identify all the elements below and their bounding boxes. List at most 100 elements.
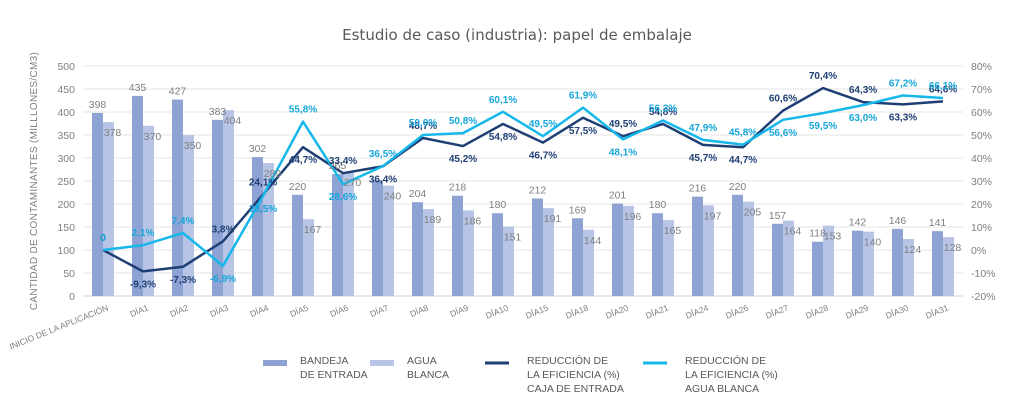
line-value-label: 23,5% — [249, 204, 277, 215]
bar-bandeja — [252, 157, 263, 296]
legend-swatch — [370, 360, 394, 366]
line-value-label: 33,4% — [329, 156, 357, 167]
line-value-label: 47,9% — [689, 123, 717, 134]
line-value-label: 7,4% — [172, 216, 195, 227]
bar-agua — [463, 210, 474, 296]
bar-agua — [703, 205, 714, 296]
category-label: DÍA15 — [524, 302, 550, 320]
legend-label: AGUA — [407, 355, 437, 367]
y-right-tick-label: 10% — [971, 222, 992, 234]
line-value-label: 55,8% — [289, 105, 317, 116]
bar-agua — [743, 201, 754, 296]
bar-value-label: 144 — [584, 235, 602, 247]
bar-bandeja — [612, 203, 623, 296]
line-value-label: 45,7% — [689, 153, 717, 164]
y-right-tick-label: 40% — [971, 153, 992, 165]
bar-bandeja — [372, 180, 383, 296]
bar-agua — [503, 226, 514, 296]
line-agua-blanca — [102, 94, 944, 268]
lines — [102, 86, 944, 273]
bar-value-label: 165 — [664, 225, 682, 237]
y-tick-label: 250 — [57, 176, 75, 188]
bar-value-label: 427 — [169, 86, 187, 98]
y-right-tick-label: 0% — [971, 245, 986, 257]
bar-agua — [823, 225, 834, 296]
line-value-label: 49,5% — [529, 119, 557, 130]
bar-agua — [943, 237, 954, 296]
line-value-label: 3,8% — [212, 224, 235, 235]
bar-bandeja — [932, 231, 943, 296]
bar-bandeja — [652, 213, 663, 296]
bar-bandeja — [852, 230, 863, 296]
bar-value-label: 265 — [329, 160, 347, 172]
line-value-label: 45,8% — [729, 128, 757, 139]
category-label: DÍA29 — [844, 302, 870, 320]
line-value-label: 44,7% — [289, 155, 317, 166]
bar-value-label: 204 — [409, 188, 427, 200]
line-value-label: -6,9% — [210, 274, 236, 285]
line-value-label: 57,5% — [569, 126, 597, 137]
y-right-tick-label: -20% — [971, 291, 996, 303]
bar-value-label: 186 — [464, 215, 482, 227]
legend-label: REDUCCIÓN DE — [685, 354, 766, 367]
bar-value-label: 220 — [729, 181, 747, 193]
line-value-label: 67,2% — [889, 78, 917, 89]
bar-value-label: 383 — [209, 106, 227, 118]
bar-bandeja — [572, 218, 583, 296]
line-value-label: 64,3% — [849, 85, 877, 96]
y-right-tick-label: 50% — [971, 130, 992, 142]
bar-value-label: 270 — [344, 177, 362, 189]
bar-value-label: 189 — [424, 214, 442, 226]
category-label: DÍA20 — [604, 302, 630, 320]
line-value-label: 44,7% — [729, 155, 757, 166]
category-label: DÍA18 — [564, 302, 590, 320]
bar-value-label: 142 — [849, 217, 867, 229]
category-label: DÍA4 — [248, 302, 270, 318]
line-value-label: 24,1% — [249, 178, 277, 189]
category-label: DÍA1 — [128, 302, 150, 318]
legend-item: AGUA BLANCA — [370, 355, 449, 381]
bar-agua — [303, 219, 314, 296]
bar-agua — [343, 171, 354, 296]
y-tick-label: 50 — [63, 268, 75, 280]
bar-value-label: 201 — [609, 190, 627, 202]
bar-bandeja — [532, 198, 543, 296]
legend-swatch — [263, 360, 287, 366]
bar-bandeja — [332, 174, 343, 296]
category-label: DÍA27 — [764, 302, 790, 320]
line-value-label: 56,3% — [649, 104, 677, 115]
line-value-label: 0 — [100, 233, 106, 244]
bar-agua — [583, 229, 594, 296]
line-value-label: 70,4% — [809, 71, 837, 82]
line-value-label: 48,1% — [609, 147, 637, 158]
line-value-label: 50,0% — [409, 118, 437, 129]
bar-value-label: 378 — [104, 127, 122, 139]
category-label: DÍA10 — [484, 302, 510, 320]
bar-value-label: 180 — [489, 199, 507, 211]
legend-label: BLANCA — [407, 369, 449, 381]
bar-value-label: 218 — [449, 182, 467, 194]
category-label: DÍA5 — [288, 302, 310, 318]
legend-label: BANDEJA — [300, 355, 348, 367]
legend: BANDEJA DE ENTRADA AGUA BLANCA REDUCCIÓN DE L… — [263, 354, 778, 395]
category-label: DÍA24 — [684, 302, 710, 320]
category-label: DÍA3 — [208, 302, 230, 318]
bars — [92, 95, 954, 297]
bar-value-label: 141 — [929, 217, 947, 229]
y-right-tick-label: 20% — [971, 199, 992, 211]
y-tick-label: 200 — [57, 199, 75, 211]
category-label: INICIO DE LA APLICACIÓN — [8, 303, 110, 352]
line-value-label: 60,1% — [489, 95, 517, 106]
y-tick-label: 100 — [57, 245, 75, 257]
bar-agua — [183, 135, 194, 296]
bar-bandeja — [772, 223, 783, 296]
category-label: DÍA31 — [924, 302, 950, 320]
line-value-label: 63,3% — [889, 112, 917, 123]
y-tick-label: 450 — [57, 84, 75, 96]
legend-label: CAJA DE ENTRADA — [527, 383, 624, 395]
y-right-tick-label: 70% — [971, 84, 992, 96]
bar-value-label: 191 — [544, 213, 562, 225]
y-tick-label: 350 — [57, 130, 75, 142]
bar-value-label: 212 — [529, 184, 547, 196]
line-value-label: 45,2% — [449, 154, 477, 165]
